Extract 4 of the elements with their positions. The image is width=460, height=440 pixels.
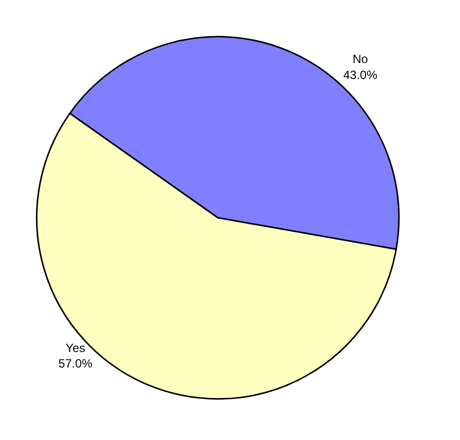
data-label: 43.0%: [343, 68, 378, 82]
slice-label: Yes: [66, 340, 86, 355]
slice-label: No: [352, 52, 368, 66]
data-label: 57.0%: [58, 356, 93, 371]
